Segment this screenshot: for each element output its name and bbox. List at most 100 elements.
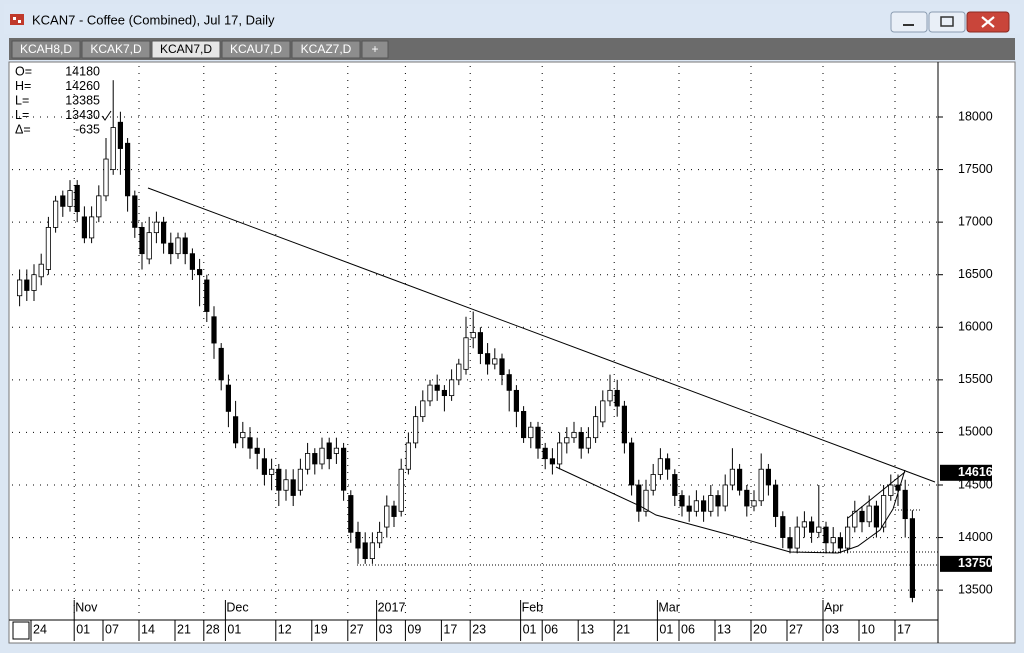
candle-body	[31, 274, 37, 291]
candle-body	[355, 531, 361, 549]
y-tick-label: 16500	[958, 267, 993, 281]
candle-body	[290, 479, 296, 496]
candle-body	[427, 384, 433, 402]
app-icon-dot	[13, 17, 16, 20]
tab-label: KCAU7,D	[230, 42, 282, 56]
candle-body	[672, 474, 678, 496]
candle-body	[571, 432, 577, 439]
candle-body	[600, 400, 606, 423]
maximize-button[interactable]	[928, 11, 966, 33]
x-tick-label: 19	[314, 622, 328, 636]
y-tick-label: 15000	[958, 425, 993, 439]
candle-body	[60, 195, 66, 207]
candle-body	[268, 468, 275, 475]
candle-body	[895, 484, 901, 491]
tab[interactable]	[151, 40, 221, 59]
candle-body	[45, 226, 52, 270]
candle-body	[81, 216, 87, 239]
candle-body	[369, 542, 376, 559]
candle-body	[175, 237, 181, 255]
candle-body	[578, 432, 584, 449]
candle-body	[542, 447, 548, 460]
candle-body	[103, 158, 109, 197]
candle-body	[845, 526, 851, 549]
x-tick-label: 17	[443, 622, 457, 636]
tab[interactable]	[361, 40, 389, 59]
candle-body	[657, 458, 664, 475]
candle-body	[765, 468, 772, 486]
candle-body	[139, 226, 145, 255]
tab[interactable]	[11, 40, 81, 59]
x-tick-label: 10	[861, 622, 875, 636]
candle-body	[204, 279, 210, 312]
check-mark	[101, 110, 112, 121]
candle-body	[254, 447, 260, 454]
candle-body	[881, 495, 887, 528]
candle-body	[528, 426, 534, 439]
price-label: 14616	[958, 465, 993, 479]
candle-body	[794, 526, 800, 549]
readout-value: 14180	[65, 64, 100, 78]
tab[interactable]	[291, 40, 361, 59]
y-tick-label: 13500	[958, 582, 993, 596]
candle-body	[448, 379, 455, 397]
candle-body	[340, 447, 347, 491]
candle-body	[715, 495, 721, 507]
candle-body	[866, 505, 872, 523]
candle-body	[189, 253, 195, 270]
tab-label: KCAH8,D	[20, 42, 72, 56]
title-bar	[4, 4, 1020, 34]
tab-label: KCAN7,D	[160, 42, 212, 56]
candle-body	[463, 337, 469, 370]
candle-body	[484, 353, 491, 365]
y-tick-label: 15500	[958, 372, 993, 386]
x-tick-label: 24	[33, 622, 47, 636]
x-tick-label: 23	[472, 622, 486, 636]
candle-body	[859, 510, 865, 523]
readout-value: 14260	[65, 79, 100, 93]
channel-line	[847, 471, 906, 519]
readout-value: -635	[75, 122, 100, 136]
candle-body	[773, 484, 779, 517]
candle-body	[312, 453, 318, 465]
candle-body	[24, 279, 30, 291]
candle-body	[196, 269, 203, 276]
candle-body	[225, 384, 231, 412]
candle-body	[117, 121, 123, 149]
y-tick-label: 17000	[958, 214, 993, 228]
tabs: KCAH8,D KCAK7,D KCAN7,D KCAU7,D KCAZ7,D +	[11, 40, 389, 59]
minimize-button[interactable]	[890, 11, 928, 33]
candle-body	[693, 500, 700, 512]
candle-body	[621, 405, 628, 444]
x-tick-label: 17	[897, 622, 911, 636]
x-tick-label: 13	[580, 622, 594, 636]
window-title: KCAN7 - Coffee (Combined), Jul 17, Daily	[32, 12, 275, 27]
tab[interactable]	[221, 40, 291, 59]
candle-body	[110, 127, 116, 170]
candle-body	[384, 505, 390, 528]
price-label-box	[940, 464, 992, 481]
x-tick-label: 13	[717, 622, 731, 636]
candle-body	[16, 279, 23, 297]
candle-body	[405, 442, 412, 470]
x-tick-label: 14	[141, 622, 155, 636]
candle-body	[809, 521, 815, 533]
month-label: Apr	[824, 600, 843, 614]
candle-body	[96, 195, 102, 218]
y-tick-label: 14000	[958, 530, 993, 544]
candle-body	[888, 484, 894, 496]
candle-body	[398, 468, 404, 512]
x-tick-label: 27	[789, 622, 803, 636]
x-tick-label: 28	[206, 622, 220, 636]
axis-corner-box	[12, 621, 30, 640]
y-tick-label: 16000	[958, 320, 993, 334]
candle-body	[160, 221, 167, 244]
readout-value: 13385	[65, 93, 100, 107]
candle-body	[549, 458, 556, 465]
x-tick-label: 09	[407, 622, 421, 636]
candle-body	[521, 410, 527, 439]
tab-label: KCAZ7,D	[301, 42, 352, 56]
candle-body	[218, 347, 224, 381]
candle-body	[535, 426, 541, 449]
tab[interactable]	[81, 40, 151, 59]
